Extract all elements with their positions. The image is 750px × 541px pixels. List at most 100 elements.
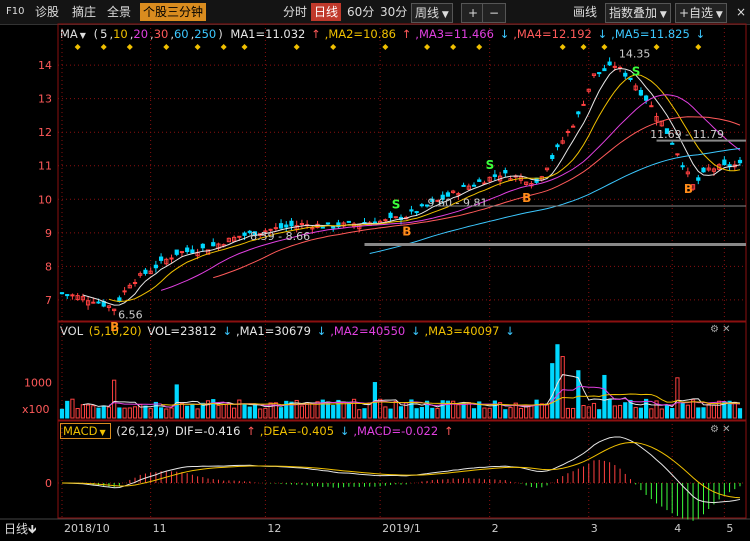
close-icon[interactable]: ×: [736, 5, 747, 19]
chevron-down-icon: ▼: [439, 10, 449, 20]
candle-body: [409, 209, 414, 212]
volume-bar: [737, 408, 743, 419]
volume-bar: [101, 405, 106, 419]
ma-param-1: 5: [100, 27, 108, 41]
time-tick-label: 2019/1: [382, 522, 421, 535]
event-diamond: [580, 44, 587, 50]
close-icon[interactable]: ✕: [722, 424, 731, 435]
candle-body: [325, 222, 331, 225]
macd-indicator-name[interactable]: MACD ▼: [60, 423, 111, 439]
candle-body: [138, 273, 143, 276]
volume-bar: [602, 374, 607, 419]
ma4-line: [213, 116, 741, 279]
candle-body: [612, 65, 617, 68]
candle-body: [487, 176, 492, 182]
candle-body: [706, 167, 711, 171]
three-min-button[interactable]: 个股三分钟: [140, 3, 207, 21]
volume-bar: [289, 401, 294, 419]
overview-button[interactable]: 全景: [107, 5, 132, 19]
candle-body: [701, 167, 706, 173]
candle-body: [278, 223, 284, 229]
volume-bar: [75, 408, 80, 419]
vol-name[interactable]: VOL: [60, 324, 84, 338]
volume-bar: [419, 406, 424, 419]
index-overlay-label: 指数叠加: [609, 6, 658, 20]
volume-bar: [174, 384, 179, 419]
event-diamond: [74, 44, 81, 50]
volume-bar: [576, 370, 581, 419]
volume-bar: [581, 404, 586, 419]
ma-indicator-name[interactable]: MA ▼: [60, 27, 88, 41]
period-intraday[interactable]: 分时: [283, 5, 308, 19]
volume-bar: [378, 398, 383, 419]
volume-bar: [607, 399, 612, 419]
period-footer[interactable]: 日线🡻: [4, 520, 37, 541]
zoom-out-button[interactable]: −: [482, 3, 506, 23]
volume-bar: [117, 407, 122, 419]
index-overlay-dropdown[interactable]: 指数叠加 ▼: [605, 3, 671, 23]
price-tick-label: 9: [45, 227, 52, 240]
candle-body: [419, 204, 424, 207]
ma-params: (5,10,20,30,60,250): [93, 27, 223, 41]
arrow-down-icon: 🡻: [28, 522, 37, 536]
volume-bar: [341, 401, 346, 419]
ma-param-2: 10: [113, 27, 128, 41]
period-60min[interactable]: 60分: [347, 5, 375, 19]
chevron-down-icon: ▼: [713, 10, 723, 20]
volume-bar: [445, 400, 451, 419]
arrow-down-icon: ↓: [222, 324, 232, 338]
volume-bar: [539, 403, 544, 419]
volume-bar: [685, 404, 690, 419]
candle-body: [143, 269, 148, 274]
settings-icon[interactable]: ⚙: [710, 424, 719, 435]
ma2-line: [108, 74, 741, 303]
f10-button[interactable]: F10: [6, 6, 25, 17]
event-diamond: [293, 44, 300, 50]
macd-item-3: ,MACD=-0.022 ↑: [353, 424, 455, 438]
candle-body: [273, 227, 278, 230]
volume-bar: [331, 405, 336, 419]
volume-bar: [482, 407, 487, 419]
vol-item-3: ,MA2=40550 ↓: [330, 324, 422, 338]
volume-bar: [649, 408, 654, 419]
picker-button[interactable]: 摘庄: [72, 5, 97, 19]
volume-bar: [477, 401, 482, 419]
candle-body: [190, 249, 195, 254]
period-30min[interactable]: 30分: [380, 5, 408, 19]
volume-frame: [57, 321, 747, 421]
vol-value-3: ,MA2=40550: [330, 324, 409, 338]
candle-body: [75, 295, 80, 301]
candle-body: [232, 236, 237, 242]
time-tick-label: 11: [153, 522, 167, 535]
draw-line-button[interactable]: 画线: [573, 5, 598, 19]
range-label-1: 8.59 - 8.66: [250, 230, 310, 243]
watchlist-dropdown[interactable]: +自选 ▼: [675, 3, 727, 23]
volume-bar: [200, 402, 205, 419]
diagnose-button[interactable]: 诊股: [35, 5, 60, 19]
settings-icon[interactable]: ⚙: [710, 324, 719, 335]
volume-bar: [247, 406, 252, 419]
weekly-dropdown[interactable]: 周线 ▼: [411, 3, 453, 23]
candle-body: [284, 224, 289, 228]
event-diamond: [100, 44, 107, 50]
candle-body: [153, 264, 158, 269]
volume-bar: [706, 403, 711, 419]
price-tick-label: 11: [38, 160, 52, 173]
macd-item-2: ,DEA=-0.405 ↓: [260, 424, 352, 438]
candle-body: [179, 251, 185, 254]
ma-value-3: ,MA3=11.466: [415, 27, 498, 41]
time-tick-label: 3: [591, 522, 598, 535]
candle-body: [70, 294, 75, 297]
volume-bar: [628, 399, 633, 419]
volume-bar: [299, 405, 305, 419]
event-diamond: [476, 44, 483, 50]
period-daily[interactable]: 日线: [311, 3, 342, 21]
volume-bar: [409, 399, 414, 419]
volume-bar: [211, 399, 216, 419]
volume-bar: [560, 356, 565, 419]
vol-value-2: ,MA1=30679: [235, 324, 315, 338]
volume-bar: [242, 403, 247, 419]
close-icon[interactable]: ✕: [722, 324, 731, 335]
candle-body: [127, 284, 132, 289]
